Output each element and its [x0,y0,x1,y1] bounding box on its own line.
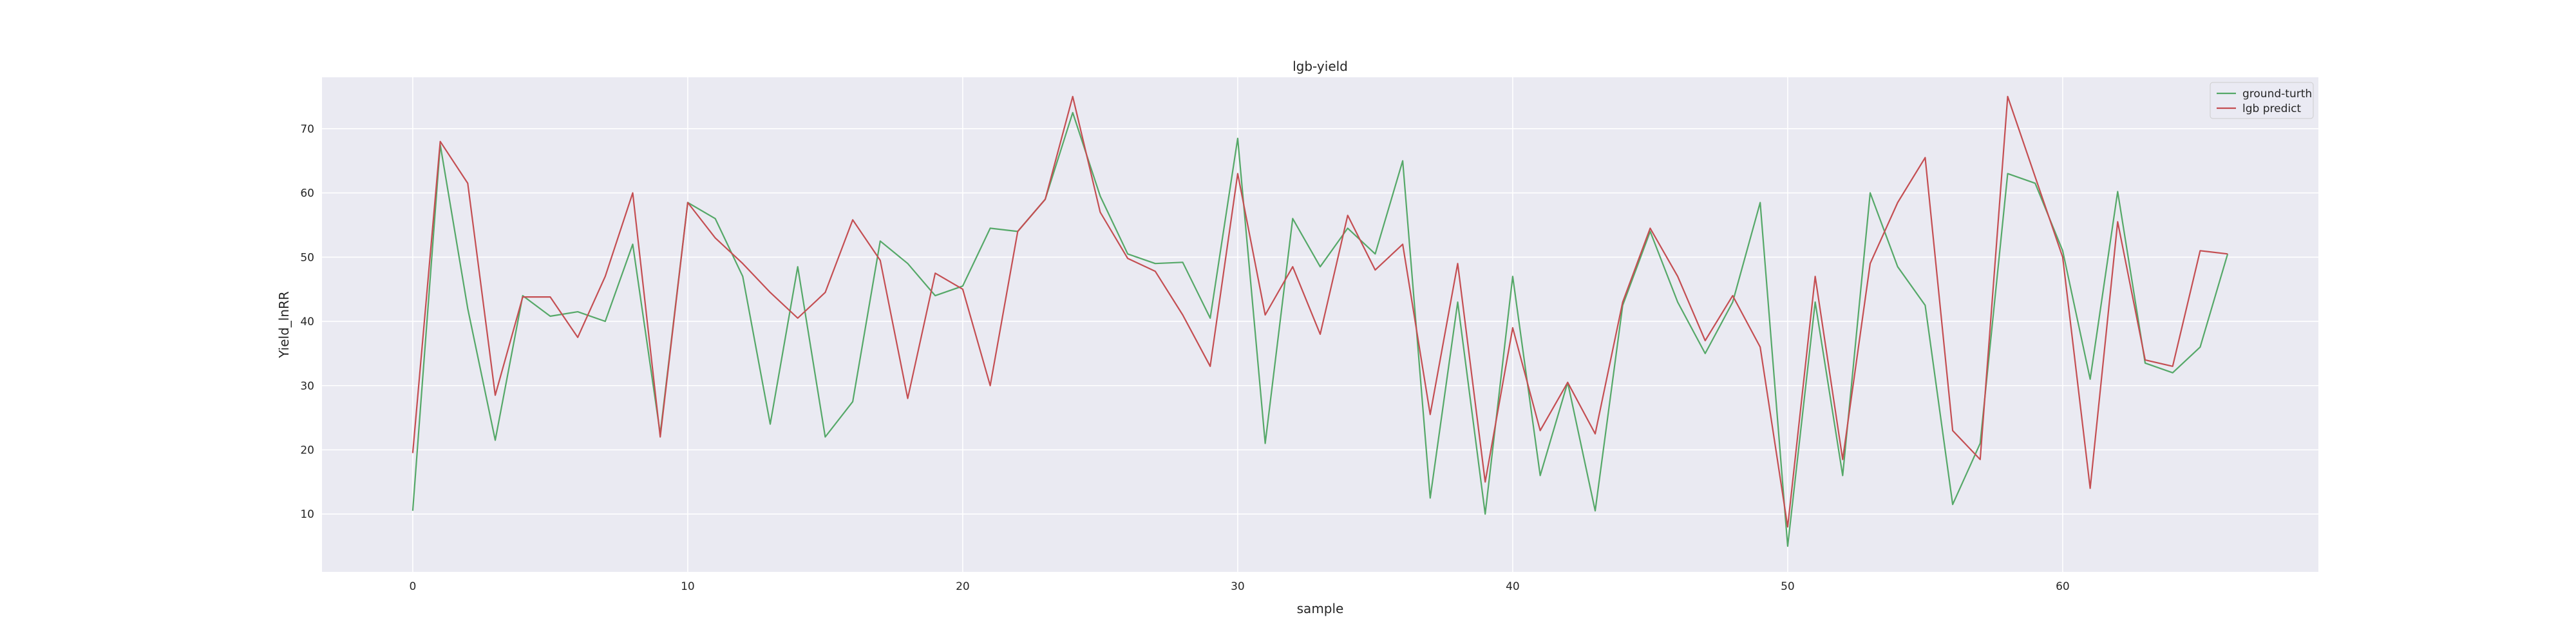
y-tick-label: 40 [300,316,314,328]
x-tick-label: 60 [2056,580,2070,593]
chart-title: lgb-yield [1293,59,1348,74]
x-tick-label: 20 [956,580,970,593]
y-tick-label: 20 [300,444,314,457]
legend-box [2210,82,2314,119]
y-tick-label: 70 [300,123,314,136]
series-line-ground-truth [412,111,2229,547]
x-tick-label: 50 [1781,580,1795,593]
y-tick-label: 50 [300,251,314,264]
legend-entry: lgb predict [2242,102,2301,115]
y-tick-label: 60 [300,187,314,200]
x-tick-label: 10 [681,580,695,593]
series-layer [412,95,2229,547]
x-tick-label: 30 [1231,580,1245,593]
series-line-lgb-predict [412,95,2228,528]
legend-entry: ground-turth [2242,88,2312,100]
x-tick-label: 40 [1506,580,1520,593]
x-tick-label: 0 [409,580,416,593]
x-axis-label: sample [1297,601,1344,616]
legend: ground-turth lgb predict [2210,82,2314,119]
y-tick-label: 30 [300,380,314,393]
y-axis-label: Yield_lnRR [276,291,292,359]
tick-labels: 0 10 20 30 40 50 60 10 20 30 40 50 60 70 [300,123,2069,593]
y-tick-label: 10 [300,508,314,521]
plot-background [322,77,2318,572]
